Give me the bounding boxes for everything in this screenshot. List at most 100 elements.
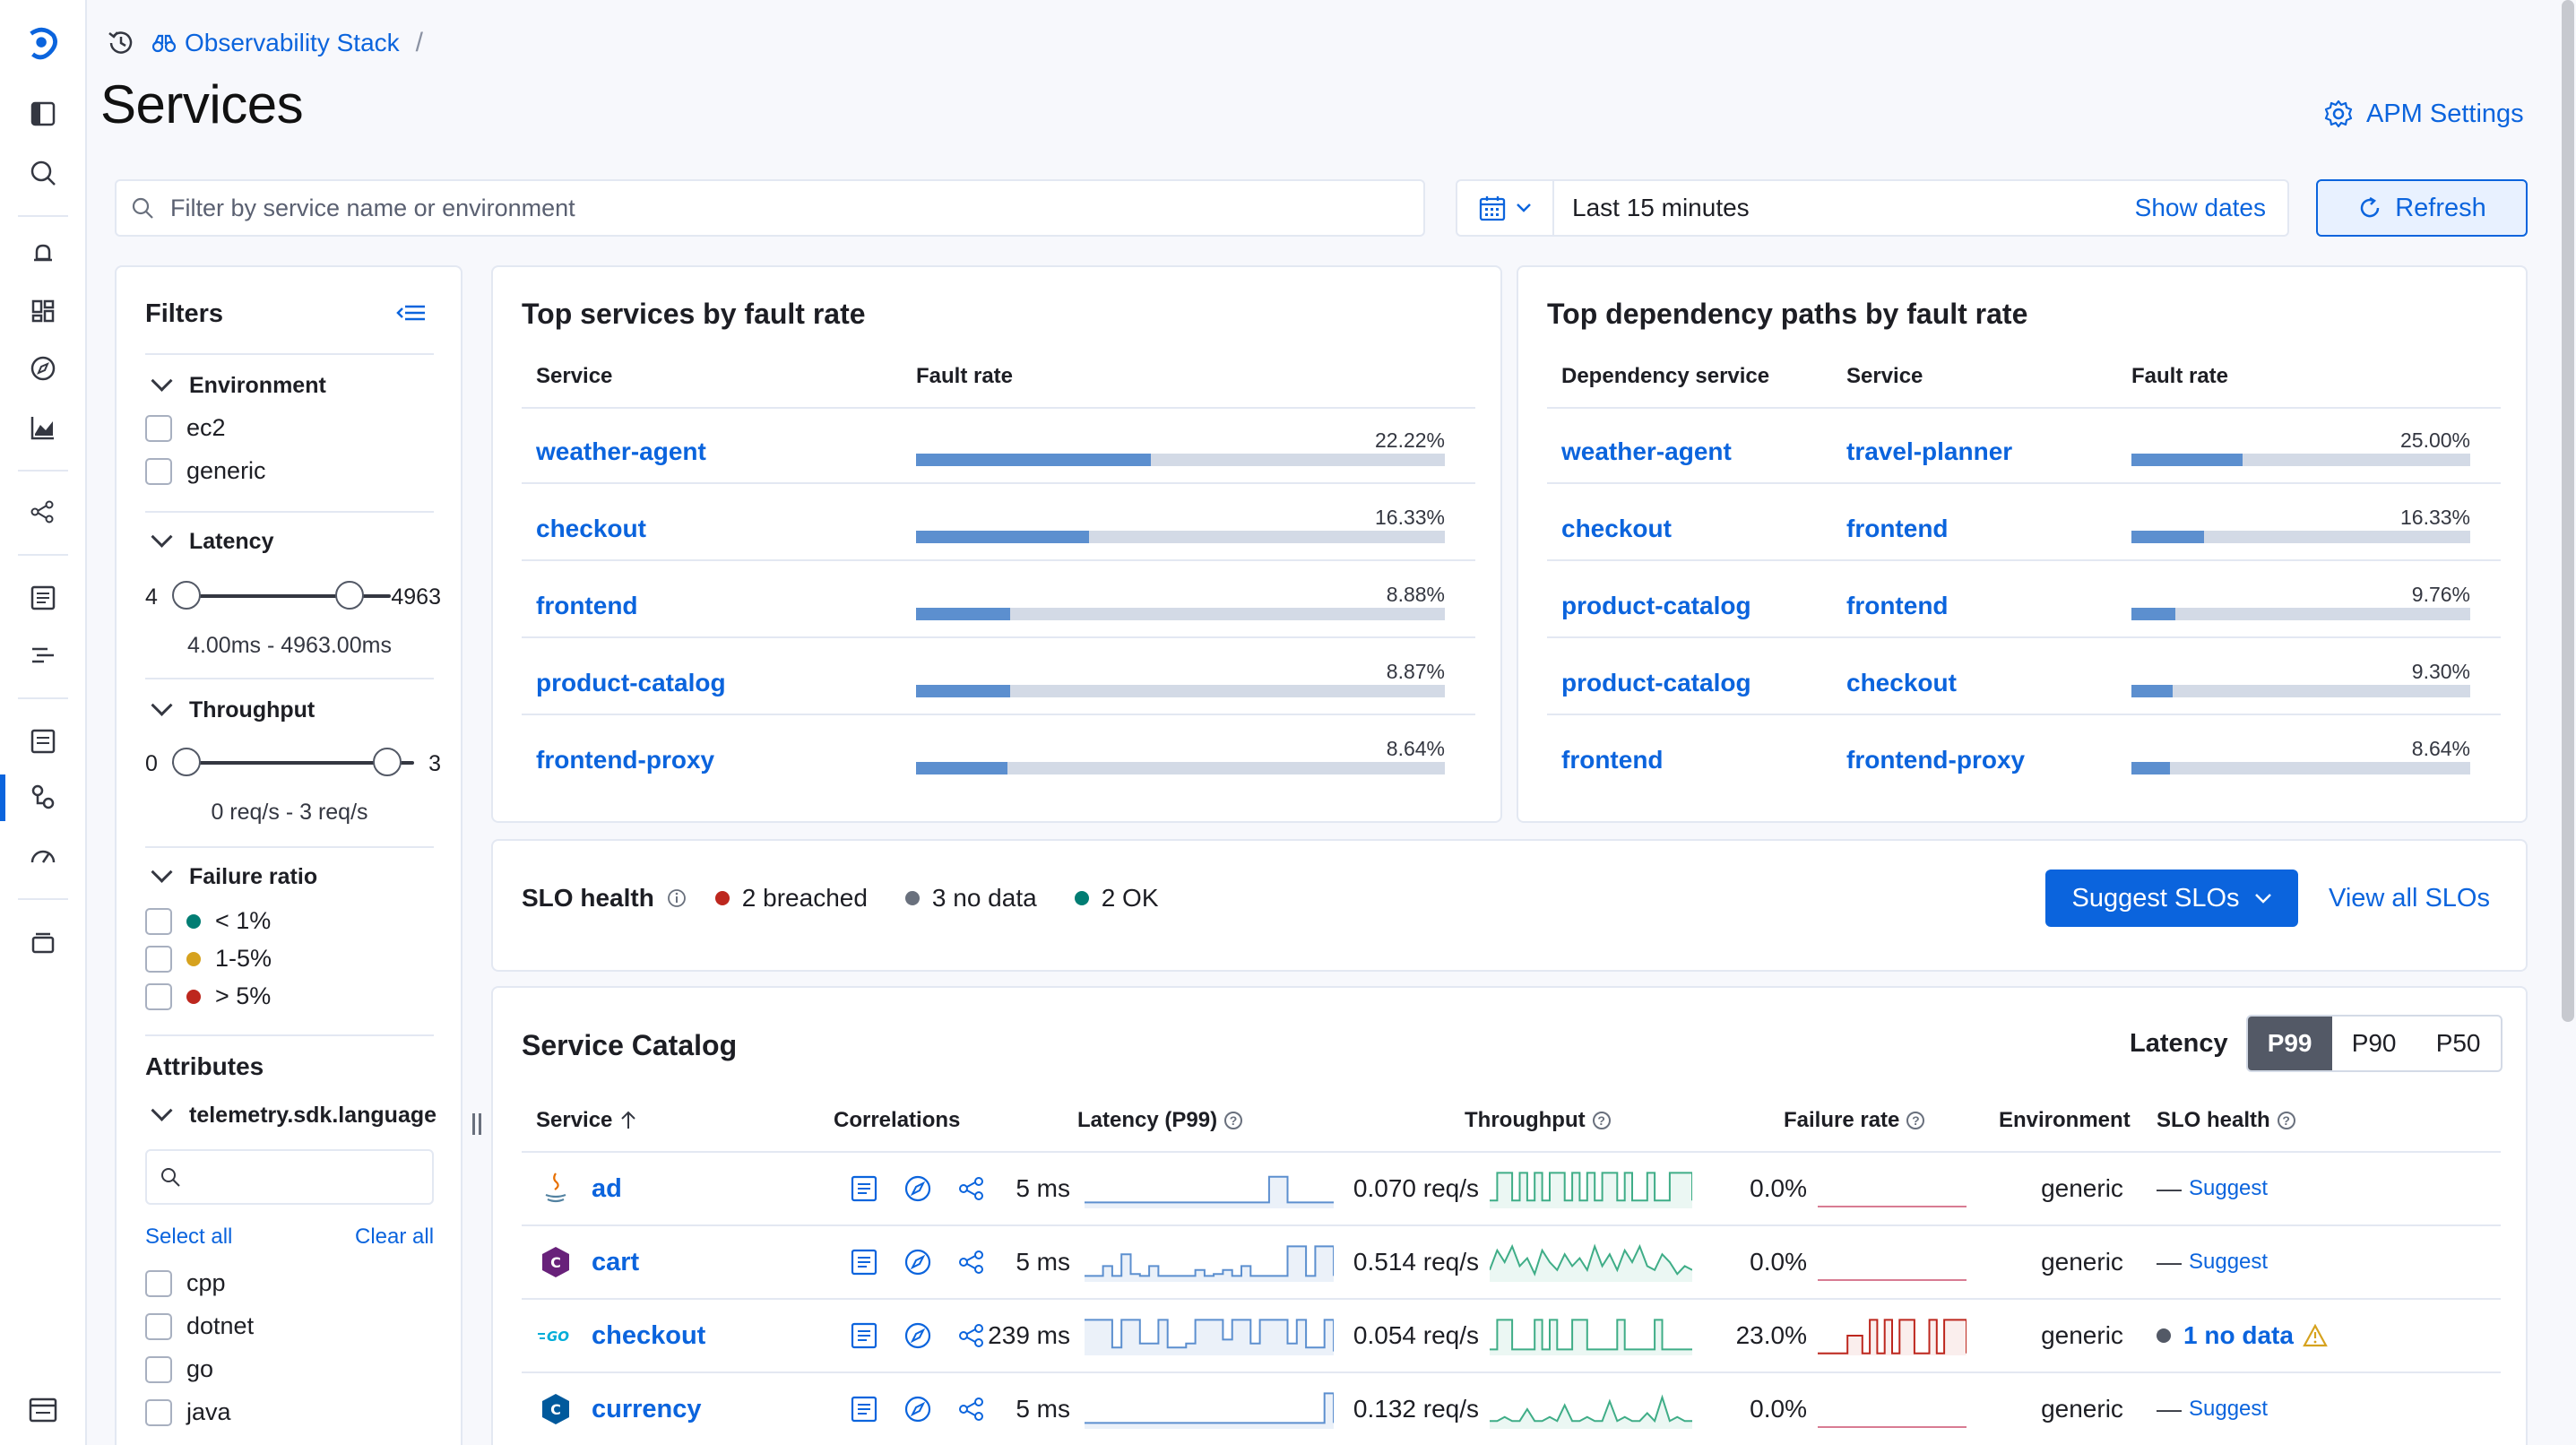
history-icon[interactable] xyxy=(106,28,136,58)
throughput-max-handle[interactable] xyxy=(373,748,402,776)
failure-option-low[interactable]: < 1% xyxy=(145,907,271,935)
select-all-link[interactable]: Select all xyxy=(145,1224,233,1249)
checkbox[interactable] xyxy=(145,945,172,973)
env-option-generic[interactable]: generic xyxy=(145,457,266,485)
environment-section-toggle[interactable]: Environment xyxy=(154,373,326,399)
dependency-service-link[interactable]: product-catalog xyxy=(1561,592,1751,619)
table-row[interactable]: GO checkout 239 ms 0.054 req/s 23.0% gen… xyxy=(522,1298,2501,1371)
view-all-slos-link[interactable]: View all SLOs xyxy=(2329,884,2490,913)
slo-status-link[interactable]: 1 no data xyxy=(2183,1321,2294,1349)
help-icon[interactable]: ? xyxy=(2277,1112,2295,1129)
checkbox[interactable] xyxy=(145,907,172,935)
service-link[interactable]: frontend xyxy=(1846,515,1949,542)
top-service-link[interactable]: product-catalog xyxy=(536,669,726,697)
notebook-icon[interactable] xyxy=(24,722,62,760)
suggest-slo-link[interactable]: Suggest xyxy=(2189,1176,2269,1200)
checkbox[interactable] xyxy=(145,1355,172,1383)
logs-icon[interactable] xyxy=(850,1174,878,1203)
latency-section-toggle[interactable]: Latency xyxy=(154,529,273,555)
logo-icon[interactable] xyxy=(24,25,62,63)
apm-settings-button[interactable]: APM Settings xyxy=(2323,93,2524,134)
failure-ratio-section-toggle[interactable]: Failure ratio xyxy=(154,864,317,890)
dependency-service-link[interactable]: frontend xyxy=(1561,746,1664,774)
failure-option-mid[interactable]: 1-5% xyxy=(145,945,272,973)
top-service-link[interactable]: weather-agent xyxy=(536,437,706,465)
page-scrollbar[interactable] xyxy=(2562,0,2574,1022)
panel-toggle-icon[interactable] xyxy=(24,95,62,133)
compass-icon[interactable] xyxy=(903,1395,932,1423)
compass-icon[interactable] xyxy=(903,1321,932,1350)
throughput-min-handle[interactable] xyxy=(172,748,201,776)
dependency-service-link[interactable]: checkout xyxy=(1561,515,1672,542)
attribute-field-toggle[interactable]: telemetry.sdk.language xyxy=(154,1103,437,1129)
service-filter-input[interactable]: Filter by service name or environment xyxy=(115,179,1425,237)
dashboards-icon[interactable] xyxy=(24,292,62,330)
failure-option-high[interactable]: > 5% xyxy=(145,982,271,1010)
percentile-p50[interactable]: P50 xyxy=(2435,1029,2481,1057)
clear-all-link[interactable]: Clear all xyxy=(355,1224,435,1249)
lang-option-cpp[interactable]: cpp xyxy=(145,1269,226,1297)
collapse-filters-icon[interactable] xyxy=(396,299,427,326)
throughput-section-toggle[interactable]: Throughput xyxy=(154,697,315,723)
service-link[interactable]: frontend xyxy=(1846,592,1949,619)
suggest-slo-link[interactable]: Suggest xyxy=(2189,1397,2269,1421)
percentile-p90[interactable]: P90 xyxy=(2351,1029,2397,1057)
logs-icon[interactable] xyxy=(24,579,62,617)
checkbox[interactable] xyxy=(145,1269,172,1297)
service-link[interactable]: frontend-proxy xyxy=(1846,746,2026,774)
console-icon[interactable] xyxy=(24,1391,62,1429)
latency-max-handle[interactable] xyxy=(335,581,364,610)
refresh-button[interactable]: Refresh xyxy=(2316,179,2528,237)
quick-menu-button[interactable] xyxy=(1457,181,1554,235)
logs-icon[interactable] xyxy=(850,1321,878,1350)
service-name-link[interactable]: checkout xyxy=(592,1320,706,1350)
checkbox[interactable] xyxy=(145,457,172,485)
table-row[interactable]: ad 5 ms 0.070 req/s 0.0% generic — Sugges… xyxy=(522,1151,2501,1224)
service-map-icon[interactable] xyxy=(957,1248,986,1276)
col-service-sort[interactable]: Service xyxy=(536,1108,637,1133)
top-service-link[interactable]: frontend-proxy xyxy=(536,746,715,774)
suggest-slo-link[interactable]: Suggest xyxy=(2189,1250,2269,1274)
service-link[interactable]: travel-planner xyxy=(1846,437,2013,465)
dependency-service-link[interactable]: product-catalog xyxy=(1561,669,1751,697)
table-row[interactable]: C currency 5 ms 0.132 req/s 0.0% generic… xyxy=(522,1371,2501,1445)
service-link[interactable]: checkout xyxy=(1846,669,1957,697)
service-map-icon[interactable] xyxy=(24,493,62,531)
slo-ok-count[interactable]: 2 OK xyxy=(1101,884,1159,912)
logs-icon[interactable] xyxy=(850,1248,878,1276)
visualize-icon[interactable] xyxy=(24,409,62,446)
suggest-slos-button[interactable]: Suggest SLOs xyxy=(2045,870,2298,927)
checkbox[interactable] xyxy=(145,414,172,442)
compass-icon[interactable] xyxy=(903,1248,932,1276)
service-name-link[interactable]: currency xyxy=(592,1394,702,1423)
show-dates-link[interactable]: Show dates xyxy=(2134,194,2266,221)
apm-services-icon[interactable] xyxy=(24,778,62,816)
percentile-p99[interactable]: P99 xyxy=(2247,1017,2332,1070)
service-map-icon[interactable] xyxy=(957,1174,986,1203)
compass-icon[interactable] xyxy=(903,1174,932,1203)
traces-icon[interactable] xyxy=(24,636,62,674)
slo-breached-count[interactable]: 2 breached xyxy=(741,884,868,912)
stack-icon[interactable] xyxy=(24,923,62,961)
latency-min-handle[interactable] xyxy=(172,581,201,610)
checkbox[interactable] xyxy=(145,1398,172,1426)
slo-no-data-count[interactable]: 3 no data xyxy=(931,884,1037,912)
checkbox[interactable] xyxy=(145,982,172,1010)
lang-option-dotnet[interactable]: dotnet xyxy=(145,1312,254,1340)
panel-resize-handle[interactable] xyxy=(468,1113,486,1140)
table-row[interactable]: C cart 5 ms 0.514 req/s 0.0% generic — Su… xyxy=(522,1224,2501,1298)
logs-icon[interactable] xyxy=(850,1395,878,1423)
service-name-link[interactable]: ad xyxy=(592,1173,622,1203)
env-option-ec2[interactable]: ec2 xyxy=(145,414,226,442)
lang-option-java[interactable]: java xyxy=(145,1398,231,1426)
service-map-icon[interactable] xyxy=(957,1321,986,1350)
alerts-icon[interactable] xyxy=(24,235,62,273)
top-service-link[interactable]: checkout xyxy=(536,515,646,542)
top-service-link[interactable]: frontend xyxy=(536,592,638,619)
attribute-search-input[interactable] xyxy=(145,1149,434,1205)
search-icon[interactable] xyxy=(24,154,62,192)
time-range-text[interactable]: Last 15 minutes xyxy=(1572,194,1750,221)
lang-option-go[interactable]: go xyxy=(145,1355,213,1383)
gauge-icon[interactable] xyxy=(24,837,62,875)
breadcrumb-workspace-link[interactable]: Observability Stack xyxy=(152,29,400,57)
